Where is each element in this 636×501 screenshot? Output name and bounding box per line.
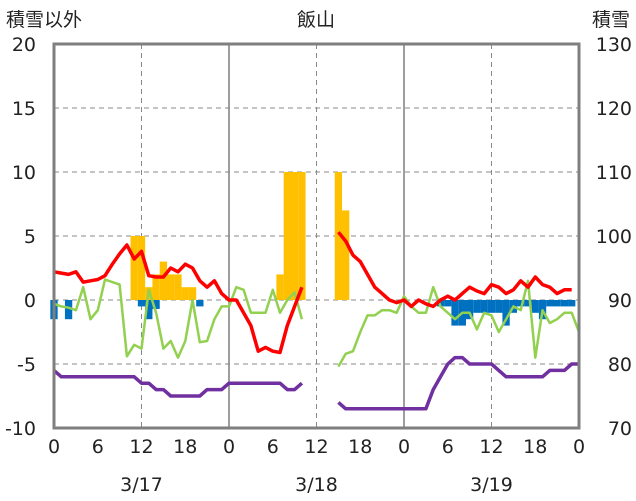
sunshine-bar: [444, 300, 452, 307]
precip-bar: [283, 172, 291, 300]
sunshine-bar: [145, 300, 153, 320]
x-tick-label: 6: [92, 436, 104, 458]
series-lines: [52, 231, 581, 411]
right-tick-labels: 70 80 90 100 110 120 130: [596, 34, 632, 440]
x-tick-label: 0: [573, 436, 585, 458]
left-tick-label: 15: [12, 98, 36, 120]
left-tick-label: 10: [12, 162, 36, 184]
precip-bar: [298, 172, 306, 300]
left-axis-label: 積雪以外: [6, 9, 82, 31]
left-tick-label: -5: [17, 354, 36, 376]
sunshine-bar: [451, 300, 459, 326]
x-tick-label: 18: [173, 436, 197, 458]
sunshine-bar: [553, 300, 561, 307]
sunshine-bar: [568, 300, 576, 307]
precip-bar: [334, 172, 343, 300]
precip-bar: [152, 274, 160, 300]
left-tick-labels: -10 -5 0 5 10 15 20: [5, 34, 36, 440]
precip-bar: [167, 274, 175, 300]
sunshine-bar: [560, 300, 569, 307]
x-tick-label: 18: [348, 436, 372, 458]
x-tick-labels: 0 6 12 18 0 6 12 18 0 6 12 18 0: [48, 436, 585, 458]
sunshine-bar: [196, 300, 204, 307]
precip-bar: [276, 274, 284, 300]
sunshine-bar: [465, 300, 474, 320]
temperature-line: [53, 231, 572, 355]
left-tick-label: -10: [5, 418, 36, 440]
right-axis-label: 積雪: [592, 9, 630, 31]
right-tick-label: 70: [608, 418, 632, 440]
right-tick-label: 100: [596, 226, 632, 248]
precip-bar: [137, 236, 146, 300]
sunshine-bars: [50, 300, 576, 326]
sunshine-bar: [517, 300, 525, 307]
precip-bar: [290, 172, 299, 300]
precip-bar: [181, 287, 189, 300]
right-tick-label: 90: [608, 290, 632, 312]
x-tick-label: 12: [304, 436, 328, 458]
sunshine-bar: [502, 300, 510, 326]
x-tick-label: 0: [398, 436, 410, 458]
x-tick-label: 12: [129, 436, 153, 458]
sunshine-bar: [531, 300, 539, 313]
sunshine-bar: [480, 300, 488, 313]
right-tick-label: 80: [608, 354, 632, 376]
x-tick-label: 18: [523, 436, 547, 458]
x-tick-label: 12: [479, 436, 503, 458]
x-tick-label: 6: [442, 436, 454, 458]
left-tick-label: 0: [24, 290, 36, 312]
precip-bar: [130, 236, 138, 300]
left-tick-label: 20: [12, 34, 36, 56]
plot-frame: [52, 42, 581, 430]
date-labels: 3/17 3/18 3/19: [120, 474, 513, 496]
x-tick-label: 6: [267, 436, 279, 458]
precip-bar: [188, 287, 197, 300]
sunshine-bar: [137, 300, 146, 307]
date-label: 3/19: [470, 474, 513, 496]
precip-bar: [159, 261, 168, 300]
sunshine-bar: [546, 300, 554, 307]
date-label: 3/17: [120, 474, 163, 496]
right-tick-label: 120: [596, 98, 632, 120]
sunshine-bar: [152, 300, 160, 309]
right-tick-label: 130: [596, 34, 632, 56]
left-tick-label: 5: [24, 226, 36, 248]
chart-title: 飯山: [297, 9, 335, 31]
x-tick-label: 0: [48, 436, 60, 458]
snow-depth-line: [52, 355, 579, 411]
date-label: 3/18: [295, 474, 338, 496]
sunshine-bar: [473, 300, 481, 313]
precip-bar: [174, 274, 182, 300]
precip-bar: [342, 210, 350, 300]
sunshine-bar: [524, 300, 532, 307]
humidity-line: [53, 278, 581, 368]
precipitation-bars: [130, 172, 350, 300]
sunshine-bar: [64, 300, 73, 320]
sunshine-bar: [487, 300, 496, 313]
x-tick-label: 0: [223, 436, 235, 458]
sunshine-bar: [495, 300, 503, 313]
right-tick-label: 110: [596, 162, 632, 184]
